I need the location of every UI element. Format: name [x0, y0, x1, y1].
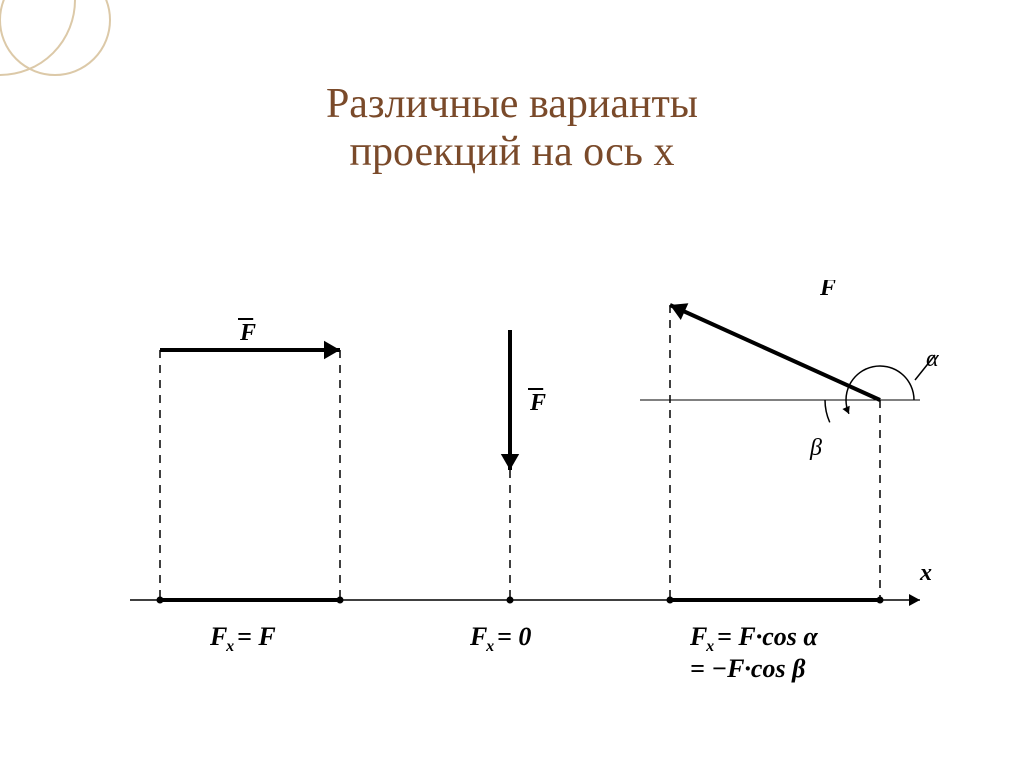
svg-text:x: x [485, 638, 494, 655]
svg-text:F: F [819, 280, 836, 301]
svg-text:F: F [239, 320, 256, 346]
case-parallel [157, 350, 344, 604]
svg-text:= −F·cos β: = −F·cos β [690, 654, 806, 683]
formula: Fx = 0 [469, 622, 531, 655]
title-line-1: Различные варианты [0, 80, 1024, 128]
svg-text:x: x [705, 638, 714, 655]
angle-label: β [809, 435, 822, 461]
vector-label-F: F [238, 319, 256, 346]
vector-label-F: F [818, 280, 836, 301]
page-title: Различные варианты проекций на ось х [0, 80, 1024, 176]
force-vector [670, 303, 880, 400]
formula: Fx = F [209, 622, 276, 655]
title-line-2: проекций на ось х [0, 128, 1024, 176]
case-angled [640, 305, 935, 604]
svg-text:F: F [689, 622, 707, 651]
angle-label: α [926, 346, 939, 372]
svg-text:F: F [469, 622, 487, 651]
svg-text:F: F [529, 390, 546, 416]
svg-text:x: x [225, 638, 234, 655]
force-vector [501, 330, 519, 470]
x-axis-label: x [919, 560, 932, 586]
formula: Fx = F·cos α = −F·cos β [689, 622, 818, 683]
vector-label-F: F [528, 389, 546, 416]
case-perpendicular [507, 470, 514, 604]
svg-text:= 0: = 0 [497, 622, 531, 651]
svg-text:= F·cos α: = F·cos α [717, 622, 818, 651]
svg-text:= F: = F [237, 622, 276, 651]
svg-text:F: F [209, 622, 227, 651]
diagram: xFFx = FFFx = 0αβFFx = F·cos α = −F·cos … [120, 280, 920, 700]
